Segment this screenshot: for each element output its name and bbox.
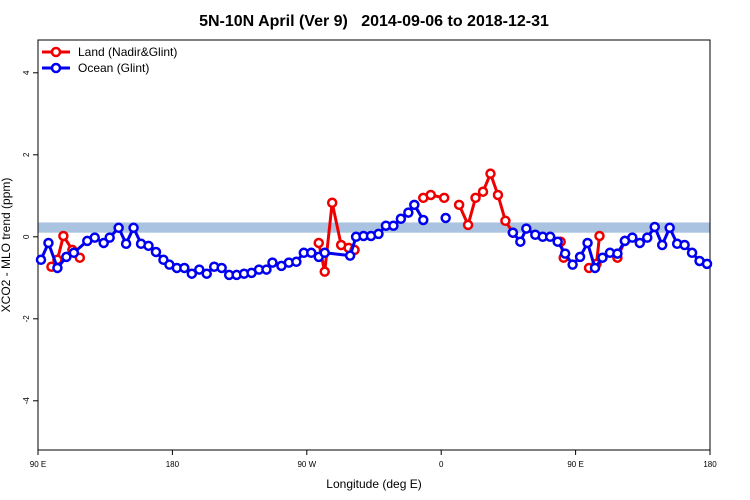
data-point <box>686 247 698 259</box>
x-tick-label: 180 <box>703 460 717 469</box>
data-point <box>128 222 139 234</box>
data-point <box>627 232 638 243</box>
data-point <box>594 230 605 242</box>
data-point <box>418 214 429 226</box>
plot-frame <box>37 39 711 451</box>
data-point <box>597 252 608 263</box>
data-point <box>612 248 623 259</box>
data-point <box>61 251 72 263</box>
x-axis-label: Longitude (deg E) <box>326 477 421 491</box>
legend-marker <box>50 46 62 58</box>
y-tick-label: 0 <box>22 234 31 239</box>
data-point <box>261 264 272 275</box>
data-point <box>649 221 660 233</box>
data-point <box>89 232 100 243</box>
data-point <box>634 237 646 249</box>
chart-title: 5N-10N April (Ver 9) 2014-09-06 to 2018-… <box>199 13 549 30</box>
data-point <box>43 237 54 249</box>
data-point <box>574 251 586 263</box>
data-point <box>344 250 356 261</box>
data-point <box>440 212 451 224</box>
data-point <box>477 186 489 197</box>
data-point <box>104 232 115 243</box>
legend-label: Land (Nadir&Glint) <box>78 45 177 59</box>
data-point <box>291 256 302 268</box>
legend-label: Ocean (Glint) <box>78 61 149 75</box>
data-point <box>701 258 713 270</box>
data-point <box>453 199 465 211</box>
y-tick-label: 2 <box>22 152 31 157</box>
y-axis-label: XCO2 - MLO trend (ppm) <box>0 178 13 313</box>
data-point <box>470 192 481 204</box>
data-point <box>306 247 317 259</box>
x-tick-label: 90 E <box>30 460 46 469</box>
data-point <box>373 228 384 240</box>
data-point <box>500 215 511 227</box>
y-tick-label: 4 <box>22 70 31 75</box>
data-point <box>642 232 653 243</box>
data-point <box>462 219 474 231</box>
data-point <box>58 230 69 242</box>
x-tick-label: 0 <box>439 460 444 469</box>
data-point <box>68 247 80 259</box>
data-point <box>589 262 601 274</box>
data-point <box>194 264 205 275</box>
data-point <box>35 254 47 266</box>
data-point <box>582 237 593 249</box>
x-tick-label: 90 W <box>297 460 316 469</box>
data-point <box>319 266 330 277</box>
data-point <box>544 231 556 243</box>
y-tick-label: -2 <box>22 315 31 323</box>
data-point <box>559 248 571 259</box>
data-point <box>267 257 278 268</box>
data-point <box>485 168 496 179</box>
data-point <box>179 262 190 274</box>
data-point <box>656 239 668 251</box>
data-point <box>326 197 338 209</box>
data-point <box>679 239 690 251</box>
data-point <box>515 236 526 247</box>
data-point <box>567 259 578 270</box>
data-point <box>120 238 132 250</box>
x-tick-label: 180 <box>166 460 180 469</box>
data-point <box>664 222 675 234</box>
data-point <box>113 222 124 234</box>
data-point <box>492 189 504 201</box>
data-point <box>319 247 330 259</box>
data-point <box>403 207 414 218</box>
series <box>35 199 713 281</box>
data-point <box>521 223 532 234</box>
data-point <box>313 237 324 249</box>
data-point <box>143 240 154 252</box>
data-point <box>425 189 436 201</box>
reference-band <box>38 222 710 233</box>
data-point <box>395 213 407 225</box>
data-point <box>552 236 563 247</box>
legend-marker <box>50 62 62 74</box>
data-point <box>507 227 519 238</box>
data-point <box>438 192 450 204</box>
data-point <box>186 268 198 279</box>
data-point <box>216 262 227 274</box>
data-point <box>150 246 162 258</box>
data-point <box>388 220 399 231</box>
x-tick-label: 90 E <box>567 460 583 469</box>
data-point <box>409 199 420 211</box>
y-tick-label: -4 <box>22 397 31 405</box>
data-point <box>201 268 212 279</box>
data-point <box>52 262 63 274</box>
